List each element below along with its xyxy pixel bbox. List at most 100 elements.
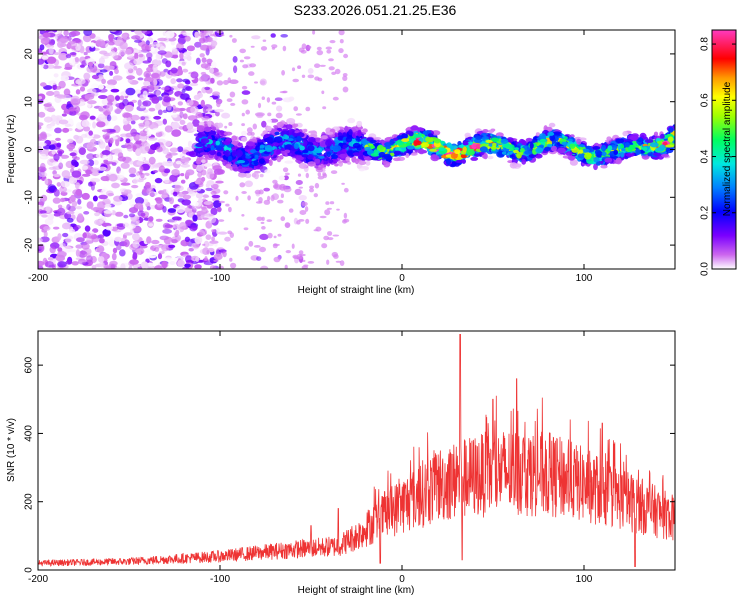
heatmap-cell <box>321 243 328 249</box>
heatmap-cell <box>615 138 625 144</box>
heatmap-cell <box>130 220 140 227</box>
heatmap-cell <box>38 172 48 178</box>
heatmap-cell <box>194 180 201 185</box>
heatmap-cell <box>102 187 108 193</box>
heatmap-cell <box>227 230 233 235</box>
heatmap-cell <box>238 165 243 170</box>
heatmap-cell <box>156 89 161 98</box>
heatmap-cell <box>454 149 461 155</box>
heatmap-cell <box>450 152 458 159</box>
heatmap-cell <box>258 158 265 165</box>
heatmap-cell <box>241 191 247 194</box>
heatmap-cell <box>48 39 55 46</box>
heatmap-cell <box>42 64 49 70</box>
heatmap-cell <box>125 87 136 96</box>
y-tick-label: 20 <box>24 48 35 60</box>
heatmap-cell <box>63 88 71 97</box>
heatmap-cell <box>251 35 261 40</box>
heatmap-cell <box>279 154 284 160</box>
heatmap-cell <box>342 86 349 93</box>
heatmap-cell <box>111 182 120 189</box>
heatmap-cell <box>150 73 160 79</box>
heatmap-cell <box>89 115 96 120</box>
heatmap-cell <box>303 140 308 146</box>
heatmap-cell <box>70 95 80 104</box>
heatmap-cell <box>142 100 152 107</box>
heatmap-cell <box>326 49 332 54</box>
heatmap-cell <box>241 214 245 217</box>
colorbar <box>711 29 737 270</box>
heatmap-cell <box>66 143 76 150</box>
heatmap-cell <box>43 226 51 231</box>
heatmap-cell <box>182 113 188 120</box>
heatmap-cell <box>132 241 140 248</box>
heatmap-cell <box>53 153 60 161</box>
heatmap-cell <box>661 153 670 158</box>
heatmap-cell <box>203 163 212 167</box>
heatmap-cell <box>46 107 56 113</box>
heatmap-cell <box>56 94 67 99</box>
heatmap-cell <box>148 223 154 227</box>
heatmap-cell <box>65 54 72 59</box>
snr-axes: -200 -100 0 100 0 200 400 600 <box>24 331 675 585</box>
heatmap-cell <box>75 188 83 196</box>
heatmap-cell <box>557 147 566 154</box>
heatmap-cell <box>256 256 262 261</box>
heatmap-cell <box>245 109 250 115</box>
heatmap-cell <box>592 146 601 150</box>
heatmap-cell <box>75 78 86 85</box>
heatmap-cell <box>119 95 125 101</box>
heatmap-cell <box>183 51 192 57</box>
heatmap-cell <box>199 53 205 58</box>
heatmap-cell <box>86 255 93 263</box>
heatmap-cell <box>450 145 459 150</box>
heatmap-cell <box>210 190 217 195</box>
heatmap-cell <box>584 153 592 160</box>
heatmap-cell <box>509 162 518 169</box>
heatmap-cell <box>319 64 326 67</box>
colorbar-tick-label: 0.2 <box>700 205 711 219</box>
heatmap-cell <box>445 158 451 165</box>
heatmap-cell <box>231 135 238 141</box>
heatmap-cell <box>59 243 66 248</box>
heatmap-cell <box>106 94 115 103</box>
heatmap-cell <box>170 40 176 46</box>
heatmap-cell <box>148 107 156 112</box>
heatmap-cell <box>504 143 513 149</box>
heatmap-cell <box>282 45 287 52</box>
heatmap-cell <box>134 172 140 180</box>
heatmap-cell <box>136 160 144 166</box>
heatmap-cell <box>60 75 70 82</box>
heatmap-cell <box>549 134 556 142</box>
heatmap-cell <box>207 120 212 128</box>
heatmap-cell <box>98 84 104 90</box>
heatmap-cell <box>140 172 145 179</box>
heatmap-cell <box>83 211 90 215</box>
heatmap-cell <box>247 195 251 201</box>
heatmap-cell <box>62 232 69 238</box>
heatmap-cell <box>260 46 268 51</box>
heatmap-cell <box>548 122 556 128</box>
heatmap-cell <box>272 142 279 147</box>
heatmap-cell <box>245 155 252 159</box>
heatmap-cell <box>203 201 212 205</box>
heatmap-cell <box>216 207 222 212</box>
heatmap-cell <box>143 81 151 86</box>
x-tick-label: -100 <box>210 574 230 585</box>
heatmap-cell <box>225 203 230 207</box>
heatmap-cell <box>207 168 213 175</box>
heatmap-cell <box>120 162 130 169</box>
heatmap-cell <box>466 149 475 156</box>
heatmap-cell <box>373 149 379 155</box>
heatmap-cell <box>264 145 273 152</box>
heatmap-cell <box>231 38 237 43</box>
heatmap-cell <box>244 180 253 188</box>
heatmap-cell <box>604 157 613 163</box>
heatmap-cell <box>307 154 314 160</box>
colorbar-tick-label: 0.6 <box>700 93 711 107</box>
heatmap-cell <box>83 72 91 81</box>
heatmap-cell <box>624 142 630 148</box>
heatmap-cell <box>211 126 217 131</box>
heatmap-cell <box>339 260 345 266</box>
